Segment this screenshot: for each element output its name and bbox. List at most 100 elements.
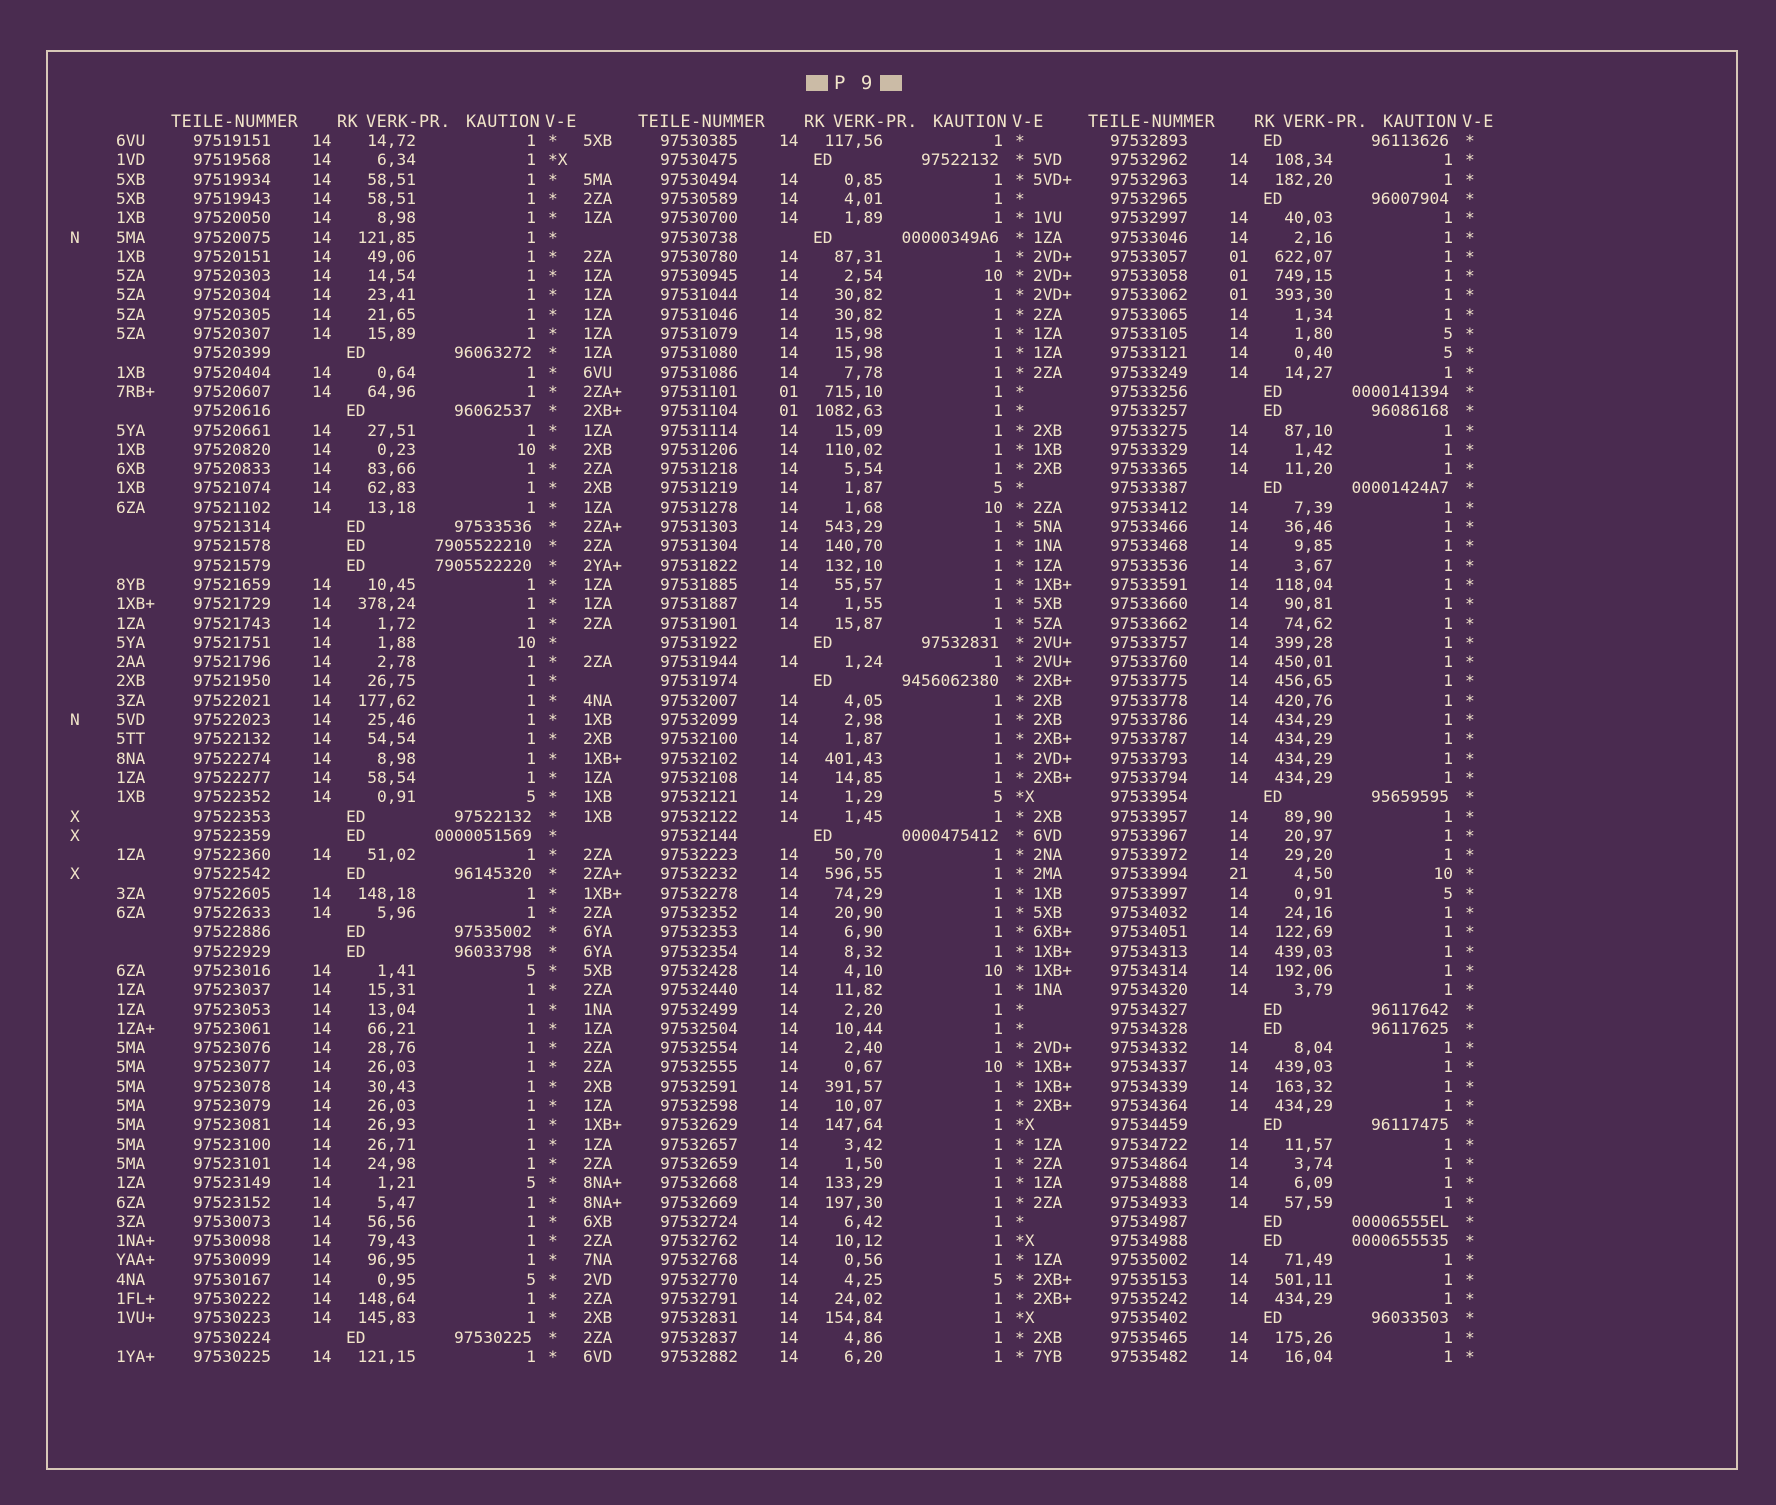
row-verk-preis: 36,46 bbox=[1284, 517, 1333, 536]
row-rk: 14 bbox=[779, 903, 799, 922]
row-verk-preis: 4,86 bbox=[844, 1327, 883, 1347]
row-separator: * bbox=[1015, 690, 1025, 710]
row-verk-preis: 393,30 bbox=[1274, 285, 1333, 305]
row-flag: N bbox=[70, 227, 80, 247]
table-row: 2ZA+ 97531101 01 715,10 1 * bbox=[553, 382, 1033, 401]
row-verk-preis: 26,03 bbox=[367, 1096, 416, 1115]
table-row: 97533954 ED 95659595 * bbox=[1003, 787, 1483, 806]
row-teile-nummer: 97523152 bbox=[193, 1192, 271, 1212]
row-teile-nummer: 97534320 bbox=[1110, 980, 1188, 1000]
row-v-e: 1 bbox=[1443, 1250, 1453, 1270]
row-teile-nummer: 97522359 bbox=[193, 825, 271, 845]
row-v-e: 1 bbox=[526, 1192, 536, 1212]
table-row: 6ZA 97521102 14 13,18 1 * bbox=[86, 498, 566, 517]
table-row: 2ZA 97531901 14 15,87 1 * bbox=[553, 614, 1033, 633]
table-row: 97533257 ED 96086168 * bbox=[1003, 401, 1483, 420]
row-rk: 14 bbox=[1229, 517, 1249, 536]
row-verk-preis: 7,78 bbox=[844, 362, 883, 382]
row-code: 1ZA bbox=[583, 1096, 613, 1115]
row-separator: * bbox=[548, 401, 558, 421]
table-row: 2ZA 97532555 14 0,67 10 * bbox=[553, 1057, 1033, 1076]
row-separator: * bbox=[548, 1269, 558, 1289]
row-separator: * bbox=[548, 1250, 558, 1270]
row-teile-nummer: 97520075 bbox=[193, 227, 271, 247]
table-row: 6YA 97532353 14 6,90 1 * bbox=[553, 922, 1033, 941]
row-kaution: 0000051569 bbox=[434, 825, 532, 845]
table-row: 1ZA 97531114 14 15,09 1 * bbox=[553, 421, 1033, 440]
row-flag: X bbox=[70, 864, 80, 884]
row-rk: ED bbox=[1263, 1211, 1283, 1231]
row-verk-preis: 6,09 bbox=[1294, 1173, 1333, 1193]
row-verk-preis: 5,54 bbox=[844, 459, 883, 479]
row-code: 6YA bbox=[583, 922, 613, 942]
row-verk-preis: 26,71 bbox=[367, 1134, 416, 1154]
row-rk: ED bbox=[1263, 1308, 1283, 1328]
row-v-e: 1 bbox=[993, 555, 1003, 575]
row-teile-nummer: 97533466 bbox=[1110, 517, 1188, 536]
table-row: 1VU 97532997 14 40,03 1 * bbox=[1003, 208, 1483, 227]
row-separator: * bbox=[548, 420, 558, 440]
row-code: 1XB bbox=[1033, 883, 1063, 903]
table-row: 8NA+ 97532669 14 197,30 1 * bbox=[553, 1193, 1033, 1212]
row-v-e: 1 bbox=[1443, 1153, 1453, 1173]
row-teile-nummer: 97533387 bbox=[1110, 478, 1188, 498]
row-rk: 14 bbox=[312, 381, 332, 401]
row-kaution: 96117625 bbox=[1371, 1018, 1449, 1038]
row-code: 5XB bbox=[1033, 903, 1063, 922]
row-verk-preis: 57,59 bbox=[1284, 1192, 1333, 1212]
row-v-e: 1 bbox=[1443, 150, 1453, 170]
table-row: 2XB 97535465 14 175,26 1 * bbox=[1003, 1328, 1483, 1347]
table-row: 97521314 ED 97533536 * bbox=[86, 517, 566, 536]
row-teile-nummer: 97532428 bbox=[660, 960, 738, 980]
row-verk-preis: 58,51 bbox=[367, 169, 416, 189]
row-code: 6XB bbox=[116, 459, 146, 479]
table-row: 1XB 97521074 14 62,83 1 * bbox=[86, 478, 566, 497]
row-rk: ED bbox=[813, 227, 833, 247]
row-separator: * bbox=[1465, 362, 1475, 382]
row-teile-nummer: 97523149 bbox=[193, 1173, 271, 1193]
row-teile-nummer: 97522132 bbox=[193, 729, 271, 749]
row-separator: * bbox=[548, 690, 558, 710]
row-separator: * bbox=[1015, 459, 1025, 479]
row-code: 2VD+ bbox=[1033, 748, 1072, 768]
row-teile-nummer: 97520151 bbox=[193, 246, 271, 266]
row-separator: * bbox=[548, 246, 558, 266]
table-row: 1ZA 97532598 14 10,07 1 * bbox=[553, 1096, 1033, 1115]
row-kaution: 97522132 bbox=[454, 806, 532, 826]
row-verk-preis: 87,31 bbox=[834, 246, 883, 266]
row-v-e: 1 bbox=[993, 1211, 1003, 1231]
row-code: 1YA+ bbox=[116, 1346, 155, 1366]
row-rk: 14 bbox=[1229, 227, 1249, 247]
row-separator: * bbox=[548, 266, 558, 286]
row-teile-nummer: 97520307 bbox=[193, 324, 271, 343]
row-v-e: 1 bbox=[993, 1076, 1003, 1096]
row-verk-preis: 13,04 bbox=[367, 999, 416, 1019]
row-verk-preis: 5,96 bbox=[377, 903, 416, 922]
table-row: 7NA 97532768 14 0,56 1 * bbox=[553, 1250, 1033, 1269]
row-teile-nummer: 97532121 bbox=[660, 787, 738, 807]
row-code: 2XB+ bbox=[1033, 767, 1072, 787]
row-verk-preis: 74,29 bbox=[834, 883, 883, 903]
row-rk: 14 bbox=[1229, 922, 1249, 942]
row-v-e: 1 bbox=[993, 1327, 1003, 1347]
row-separator: * bbox=[1465, 227, 1475, 247]
row-v-e: 1 bbox=[1443, 825, 1453, 845]
row-v-e: 1 bbox=[1443, 903, 1453, 922]
row-v-e: 1 bbox=[1443, 285, 1453, 305]
header-verk-pr: VERK-PR. bbox=[1283, 111, 1368, 131]
row-rk: 14 bbox=[1229, 1153, 1249, 1173]
row-separator: * bbox=[548, 131, 558, 150]
row-code: 1ZA bbox=[583, 343, 613, 363]
table-row: 5YA 97521751 14 1,88 10 * bbox=[86, 633, 566, 652]
row-teile-nummer: 97534987 bbox=[1110, 1211, 1188, 1231]
row-v-e: 1 bbox=[993, 922, 1003, 942]
row-rk: 14 bbox=[779, 1269, 799, 1289]
row-rk: 01 bbox=[1229, 246, 1249, 266]
row-kaution: 97535002 bbox=[454, 922, 532, 942]
row-verk-preis: 54,54 bbox=[367, 729, 416, 749]
table-row: 6YA 97532354 14 8,32 1 * bbox=[553, 942, 1033, 961]
row-code: 2VD+ bbox=[1033, 1038, 1072, 1058]
row-rk: 14 bbox=[779, 594, 799, 614]
row-rk: ED bbox=[813, 150, 833, 170]
row-teile-nummer: 97533062 bbox=[1110, 285, 1188, 305]
